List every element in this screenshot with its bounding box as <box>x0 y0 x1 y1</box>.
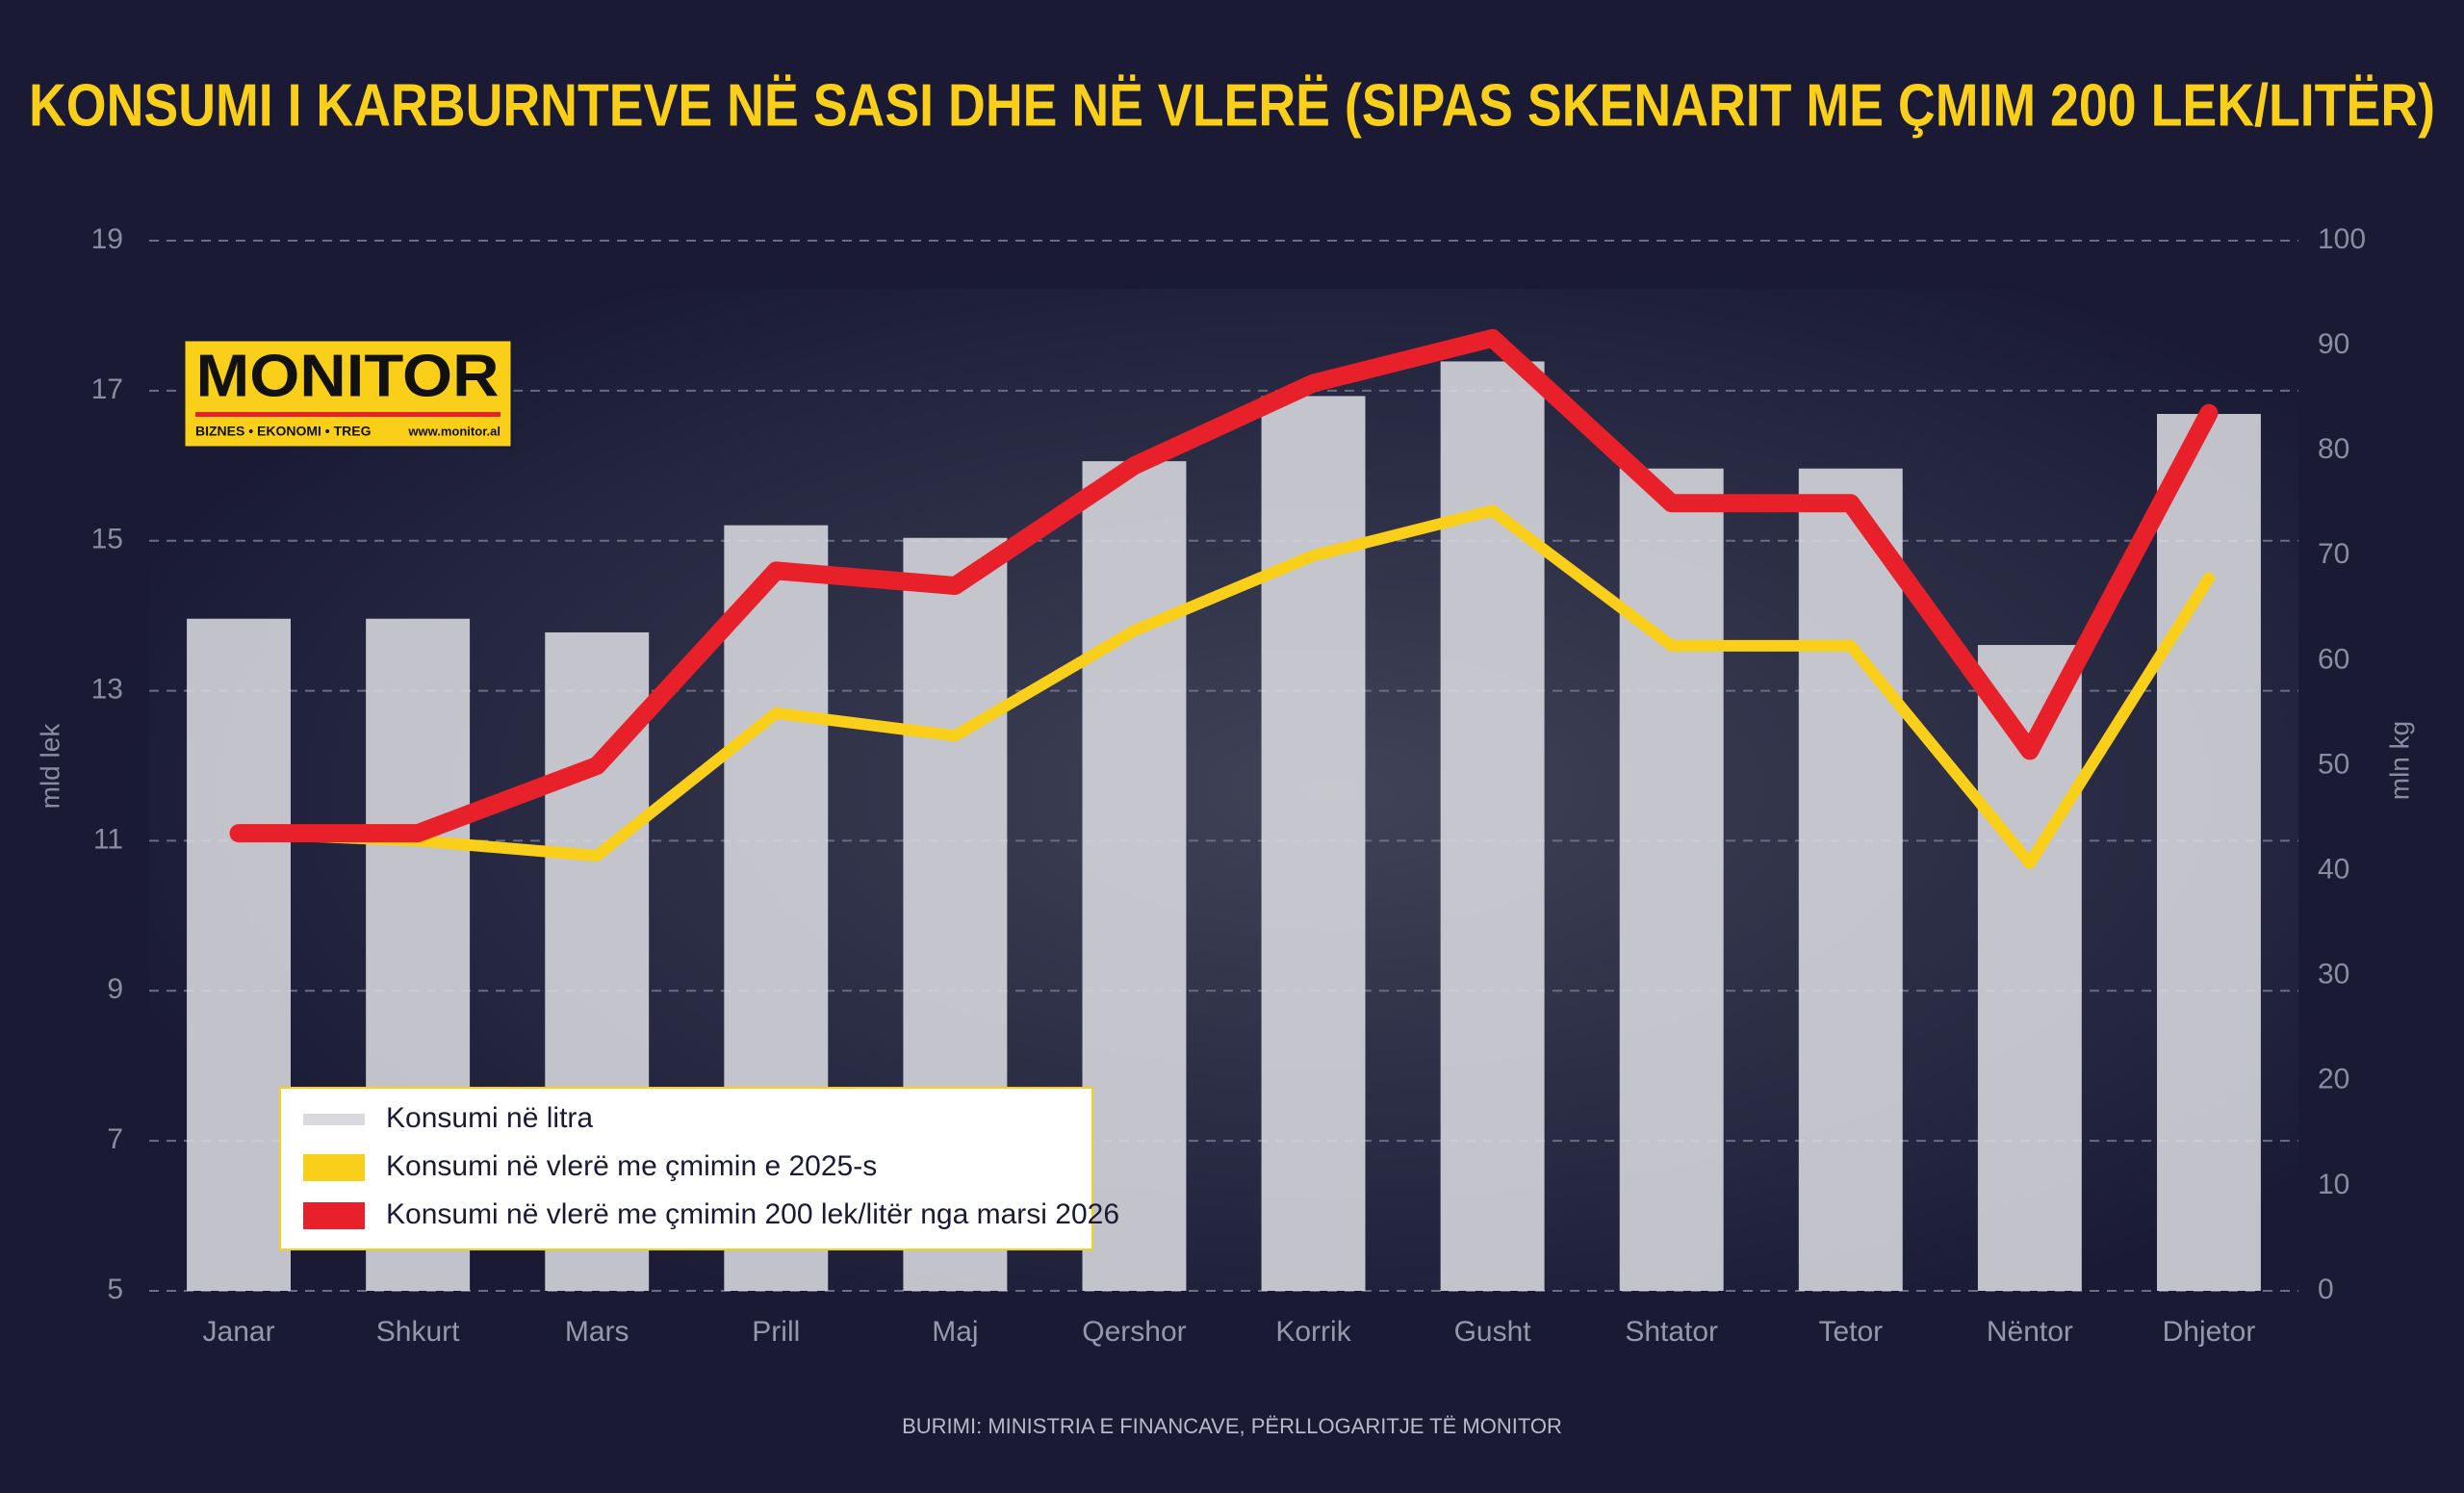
x-tick-label: Shkurt <box>376 1316 460 1348</box>
logo-name: MONITOR <box>196 343 500 409</box>
logo-stripe <box>195 412 500 417</box>
y-axis-label: mld lek <box>35 723 64 810</box>
legend-label: Konsumi në vlerë me çmimin e 2025-s <box>386 1150 877 1182</box>
legend-label: Konsumi në litra <box>386 1102 593 1134</box>
bar <box>2156 414 2261 1291</box>
y-tick-label: 9 <box>107 973 123 1005</box>
y2-axis-label: mln kg <box>2384 721 2414 800</box>
x-tick-label: Korrik <box>1275 1316 1351 1348</box>
chart-title: KONSUMI I KARBURNTEVE NË SASI DHE NË VLE… <box>29 72 2435 139</box>
y-tick-label: 19 <box>91 223 123 255</box>
legend-swatch <box>303 1154 365 1181</box>
y2-tick-label: 70 <box>2318 538 2349 570</box>
y2-tick-label: 10 <box>2318 1169 2349 1200</box>
bar <box>1082 461 1187 1291</box>
y2-tick-label: 50 <box>2318 748 2349 780</box>
logo-tagline: BIZNES • EKONOMI • TREG <box>195 424 372 439</box>
y-tick-label: 7 <box>107 1123 123 1155</box>
y-tick-label: 17 <box>91 373 123 405</box>
x-tick-label: Qershor <box>1082 1316 1186 1348</box>
legend-box <box>279 1087 1093 1250</box>
y2-tick-label: 40 <box>2318 854 2349 886</box>
plot: 5 7 9 11 13 15 17 19 0 10 20 30 40 50 60 70 80 90 100 Janar… <box>91 223 2366 1348</box>
x-tick-label: Tetor <box>1818 1316 1883 1348</box>
line <box>229 328 2219 843</box>
legend-label: Konsumi në vlerë me çmimin 200 lek/litër… <box>386 1198 1119 1230</box>
bar <box>1798 468 1903 1291</box>
y-tick-label: 15 <box>91 524 123 555</box>
x-tick-label: Janar <box>203 1316 275 1348</box>
source: BURIMI: MINISTRIA E FINANCAVE, PËRLLOGAR… <box>902 1414 1562 1438</box>
y2-tick-label: 80 <box>2318 433 2349 465</box>
y-tick-label: 11 <box>93 823 123 855</box>
line <box>233 504 2215 869</box>
x-tick-label: Shtator <box>1625 1316 1718 1348</box>
y2-tick-label: 90 <box>2318 328 2349 360</box>
x-tick-label: Prill <box>752 1316 800 1348</box>
y2-tick-label: 60 <box>2318 643 2349 675</box>
bar <box>187 618 292 1291</box>
y2-tick-label: 0 <box>2318 1274 2334 1305</box>
x-tick-label: Nëntor <box>1987 1316 2073 1348</box>
logo: MONITOR BIZNES • EKONOMI • TREG www.moni… <box>182 338 514 450</box>
y-tick-label: 5 <box>107 1274 123 1305</box>
x-tick-label: Gusht <box>1454 1316 1532 1348</box>
legend-swatch <box>303 1202 365 1229</box>
y2-tick-label: 20 <box>2318 1064 2349 1095</box>
logo-box <box>182 338 514 450</box>
bar <box>1619 468 1724 1291</box>
x-tick-label: Maj <box>932 1316 978 1348</box>
x-tick-label: Mars <box>565 1316 629 1348</box>
x-tick-label: Dhjetor <box>2163 1316 2256 1348</box>
y-tick-label: 13 <box>91 673 123 705</box>
legend-swatch <box>303 1114 365 1125</box>
y2-tick-label: 30 <box>2318 959 2349 991</box>
y2-tick-label: 100 <box>2318 223 2366 255</box>
legend: Konsumi në litra Konsumi në vlerë me çmim… <box>279 1087 1119 1250</box>
bar <box>1261 396 1366 1291</box>
bar <box>1440 361 1545 1292</box>
logo-url: www.monitor.al <box>407 424 500 438</box>
